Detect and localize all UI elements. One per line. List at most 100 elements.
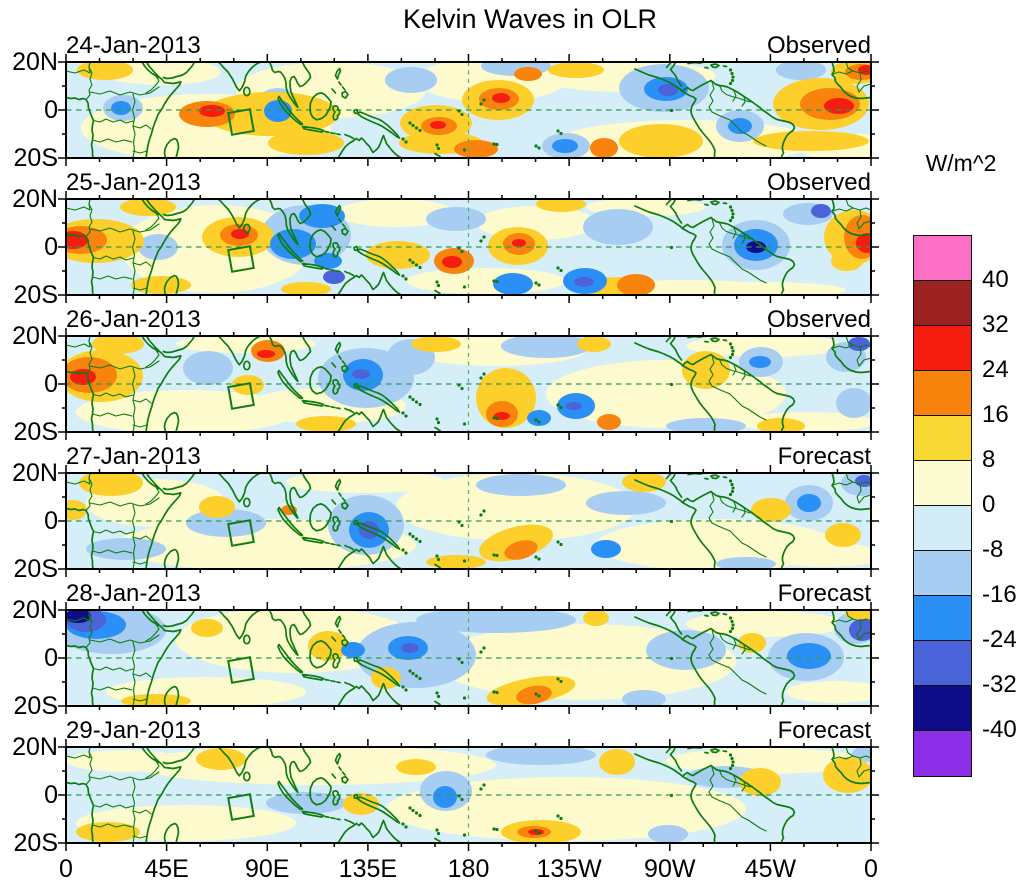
map-border <box>65 198 872 296</box>
longitude-tick-label: 45E <box>144 855 189 883</box>
map-panel-3 <box>58 328 879 440</box>
region-box <box>227 656 255 684</box>
panel-1-source-label: Observed <box>766 32 871 59</box>
latitude-tick-label: 20N <box>12 459 58 487</box>
map-content <box>66 610 871 706</box>
latitude-tick-label: 20S <box>13 829 58 857</box>
colorbar-cell-5 <box>914 461 971 506</box>
latitude-tick-label: 20S <box>13 144 58 172</box>
panel-1-date: 24-Jan-2013 <box>66 32 201 59</box>
colorbar-cell-0 <box>914 236 971 281</box>
panel-6-date: 29-Jan-2013 <box>66 717 201 744</box>
longitude-tick-label: 135W <box>536 855 602 883</box>
colorbar-cell-8 <box>914 596 971 641</box>
map-panel-1 <box>58 54 879 166</box>
colorbar-tick-label: -32 <box>982 671 1017 698</box>
colorbar-tick-label: -8 <box>982 536 1004 563</box>
colorbar-tick-label: 32 <box>982 311 1009 338</box>
axis-ticks <box>58 54 879 166</box>
map-border <box>65 472 872 570</box>
colorbar-cell-6 <box>914 506 971 551</box>
panel-3-source-label: Observed <box>766 306 871 333</box>
panel-2-source-label: Observed <box>766 169 871 196</box>
anomaly-field <box>77 62 871 158</box>
latitude-tick-label: 20S <box>13 281 58 309</box>
colorbar-cell-4 <box>914 416 971 461</box>
colorbar-tick-label: 16 <box>982 401 1009 428</box>
colorbar-tick-label: -40 <box>982 716 1017 743</box>
latitude-tick-label: 20N <box>12 596 58 624</box>
panel-5-source-label: Forecast <box>777 580 871 607</box>
longitude-tick-label: 135E <box>338 855 398 883</box>
colorbar-units-label: W/m^2 <box>925 150 997 176</box>
map-panel-4 <box>58 465 879 577</box>
anomaly-field <box>66 473 871 569</box>
colorbar-cell-11 <box>914 731 971 776</box>
axis-ticks <box>58 328 879 440</box>
colorbar-tick-label: -16 <box>982 581 1017 608</box>
latitude-tick-label: 20N <box>12 322 58 350</box>
panel-3-date: 26-Jan-2013 <box>66 306 201 333</box>
grid-lines <box>66 747 871 843</box>
colorbar-tick-label: 40 <box>982 266 1009 293</box>
latitude-tick-label: 20N <box>12 185 58 213</box>
map-content <box>66 199 871 295</box>
axis-ticks <box>58 465 879 577</box>
latitude-tick-label: 0 <box>44 96 58 124</box>
latitude-tick-label: 20S <box>13 418 58 446</box>
colorbar-tick-label: -24 <box>982 626 1017 653</box>
region-box <box>227 245 255 273</box>
coastlines <box>66 62 871 158</box>
axis-ticks <box>58 739 879 851</box>
map-border <box>65 746 872 844</box>
map-content <box>66 336 871 432</box>
longitude-tick-label: 45W <box>744 855 797 883</box>
latitude-tick-label: 0 <box>44 370 58 398</box>
latitude-tick-label: 0 <box>44 233 58 261</box>
map-panel-2 <box>58 191 879 303</box>
colorbar-cell-3 <box>914 371 971 416</box>
colorbar <box>913 235 972 777</box>
anomaly-field <box>66 747 871 843</box>
map-content <box>66 747 871 843</box>
colorbar-tick-label: 8 <box>982 446 996 473</box>
colorbar-cell-7 <box>914 551 971 596</box>
colorbar-cell-9 <box>914 641 971 686</box>
colorbar-cell-10 <box>914 686 971 731</box>
map-content <box>66 62 871 158</box>
coastlines <box>66 473 871 569</box>
colorbar-cell-2 <box>914 326 971 371</box>
anomaly-field <box>66 610 871 706</box>
map-content <box>66 473 871 569</box>
grid-lines <box>66 473 871 569</box>
latitude-tick-label: 20S <box>13 692 58 720</box>
grid-lines <box>66 336 871 432</box>
map-panel-5 <box>58 602 879 714</box>
map-border <box>65 61 872 159</box>
longitude-tick-label: 0 <box>864 855 878 883</box>
coastlines <box>66 336 871 432</box>
longitude-tick-label: 180 <box>447 855 490 883</box>
latitude-tick-label: 20N <box>12 48 58 76</box>
panel-4-source-label: Forecast <box>777 443 871 470</box>
map-border <box>65 609 872 707</box>
longitude-tick-label: 0 <box>59 855 73 883</box>
latitude-tick-label: 0 <box>44 781 58 809</box>
axis-ticks <box>58 191 879 303</box>
latitude-tick-label: 20N <box>12 733 58 761</box>
map-panel-6 <box>58 739 879 851</box>
region-box <box>227 793 255 821</box>
map-border <box>65 335 872 433</box>
panel-2-date: 25-Jan-2013 <box>66 169 201 196</box>
region-box <box>227 382 255 410</box>
latitude-tick-label: 20S <box>13 555 58 583</box>
coastlines <box>66 199 871 295</box>
latitude-tick-label: 0 <box>44 644 58 672</box>
latitude-tick-label: 0 <box>44 507 58 535</box>
grid-lines <box>66 62 871 158</box>
grid-lines <box>66 610 871 706</box>
coastlines <box>66 610 871 706</box>
axis-ticks <box>58 602 879 714</box>
grid-lines <box>66 199 871 295</box>
